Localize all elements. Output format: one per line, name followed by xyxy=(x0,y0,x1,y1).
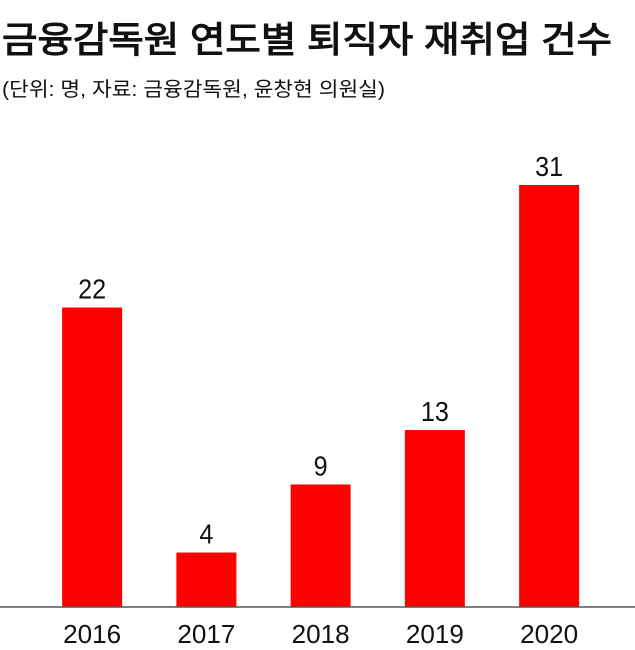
value-label: 4 xyxy=(199,519,213,550)
x-tick-label: 2017 xyxy=(177,619,235,649)
bar xyxy=(62,307,123,607)
chart-title: 금융감독원 연도별 퇴직자 재취업 건수 xyxy=(2,19,612,60)
x-tick-label: 2016 xyxy=(63,619,121,649)
bar xyxy=(290,484,351,607)
bar xyxy=(176,552,237,607)
x-tick-label: 2019 xyxy=(406,619,464,649)
value-label: 13 xyxy=(421,396,449,427)
value-label: 22 xyxy=(78,274,106,305)
chart-subtitle: (단위: 명, 자료: 금융감독원, 윤창현 의원실) xyxy=(2,78,385,101)
value-label: 31 xyxy=(535,151,563,182)
bar xyxy=(404,430,465,607)
x-tick-label: 2020 xyxy=(520,619,578,649)
x-tick-label: 2018 xyxy=(292,619,350,649)
value-label: 9 xyxy=(314,450,328,481)
bar xyxy=(519,185,580,607)
